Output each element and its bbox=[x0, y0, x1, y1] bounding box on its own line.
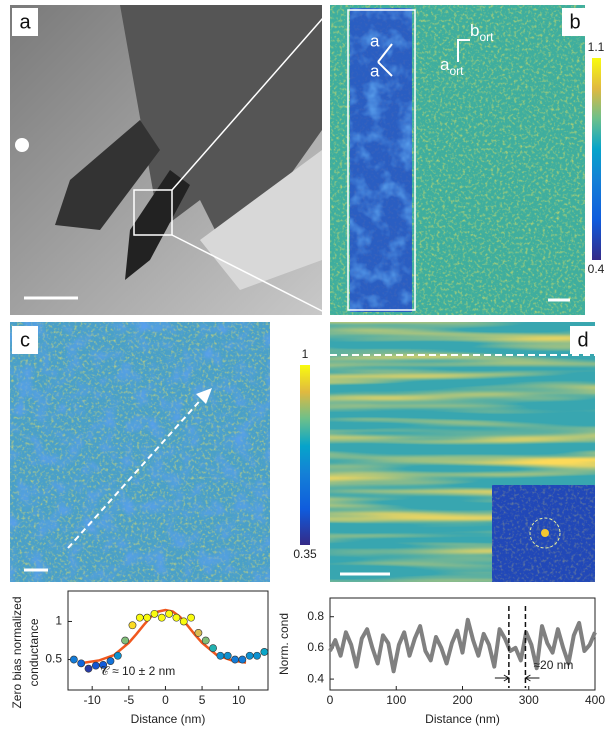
y-tick-label: 0.5 bbox=[45, 652, 62, 666]
y-axis-label: Norm. cond bbox=[277, 613, 291, 675]
colorbar-tick-label: 1.1 bbox=[588, 40, 605, 54]
data-point bbox=[179, 617, 188, 626]
data-point bbox=[194, 628, 203, 637]
colorbar-tick-label: 0.4 bbox=[588, 262, 605, 276]
data-point bbox=[216, 651, 225, 660]
panel-label: d bbox=[577, 329, 588, 351]
x-tick-label: 200 bbox=[452, 693, 472, 707]
panel-label: b bbox=[569, 11, 580, 33]
label-box bbox=[12, 8, 38, 36]
data-point bbox=[260, 648, 269, 656]
colorbar-tick-label: 0.35 bbox=[293, 547, 317, 561]
data-point bbox=[121, 636, 130, 645]
afm-image bbox=[10, 5, 331, 316]
x-tick-label: 400 bbox=[585, 693, 605, 707]
x-tick-label: -10 bbox=[84, 693, 102, 707]
conductance-map-b bbox=[330, 5, 601, 315]
label-box bbox=[570, 326, 596, 354]
data-point bbox=[253, 651, 261, 660]
period-annotation: ≈20 nm bbox=[533, 658, 573, 672]
data-point bbox=[231, 655, 239, 664]
period-arrows bbox=[494, 674, 540, 682]
fit-annotation: 𝒞 ≈ 10 ± 2 nm bbox=[100, 664, 175, 678]
conductance-map-d bbox=[330, 322, 595, 582]
x-tick-label: 100 bbox=[386, 693, 406, 707]
x-tick-label: 300 bbox=[519, 693, 539, 707]
data-point bbox=[245, 651, 254, 660]
data-point bbox=[201, 636, 210, 645]
data-point bbox=[77, 659, 86, 668]
data-point bbox=[69, 655, 78, 664]
data-point bbox=[99, 660, 108, 669]
data-point bbox=[187, 613, 195, 622]
x-axis-label: Distance (nm) bbox=[131, 712, 206, 726]
data-point bbox=[223, 651, 232, 660]
data-point bbox=[165, 609, 173, 618]
fit-curve bbox=[84, 608, 247, 664]
data-point bbox=[135, 613, 144, 622]
y-tick-label: 0.8 bbox=[307, 609, 324, 623]
x-tick-label: 5 bbox=[199, 693, 206, 707]
data-point bbox=[84, 664, 93, 673]
x-tick-label: -5 bbox=[123, 693, 134, 707]
x-tick-label: 10 bbox=[232, 693, 246, 707]
label-box bbox=[12, 326, 38, 354]
y-axis-label: Zero bias normalized bbox=[10, 596, 24, 708]
data-point bbox=[238, 655, 247, 664]
data-point bbox=[128, 621, 137, 630]
data-point bbox=[106, 657, 115, 665]
data-point bbox=[209, 644, 217, 653]
y-axis-label: conductance bbox=[27, 618, 41, 686]
axis-label-base: b bbox=[470, 21, 479, 40]
axis-label: aort bbox=[440, 55, 464, 78]
x-axis-label: Distance (nm) bbox=[425, 712, 500, 726]
x-tick-label: 0 bbox=[327, 693, 334, 707]
colorbar-tick-label: 1 bbox=[302, 347, 309, 361]
data-point bbox=[157, 613, 166, 622]
lattice-label: a bbox=[370, 61, 380, 80]
data-point bbox=[143, 613, 152, 622]
panel-label: a bbox=[19, 11, 31, 33]
profile-line bbox=[328, 617, 597, 674]
conductance-map-c bbox=[10, 322, 310, 582]
lattice-label: a bbox=[370, 31, 380, 50]
x-tick-label: 0 bbox=[162, 693, 169, 707]
axis-label-sub: ort bbox=[479, 30, 494, 44]
panel-label: c bbox=[20, 329, 30, 351]
axis-label: bort bbox=[470, 21, 494, 44]
axis-label-sub: ort bbox=[449, 64, 464, 78]
data-point bbox=[150, 609, 159, 618]
label-box bbox=[562, 8, 588, 36]
data-point bbox=[172, 613, 181, 622]
data-point bbox=[91, 661, 100, 670]
y-tick-label: 1 bbox=[55, 614, 62, 628]
y-tick-label: 0.6 bbox=[307, 640, 324, 654]
plot-frame bbox=[67, 590, 269, 691]
axis-label-base: a bbox=[440, 55, 450, 74]
data-point bbox=[113, 651, 122, 660]
y-tick-label: 0.4 bbox=[307, 671, 324, 685]
